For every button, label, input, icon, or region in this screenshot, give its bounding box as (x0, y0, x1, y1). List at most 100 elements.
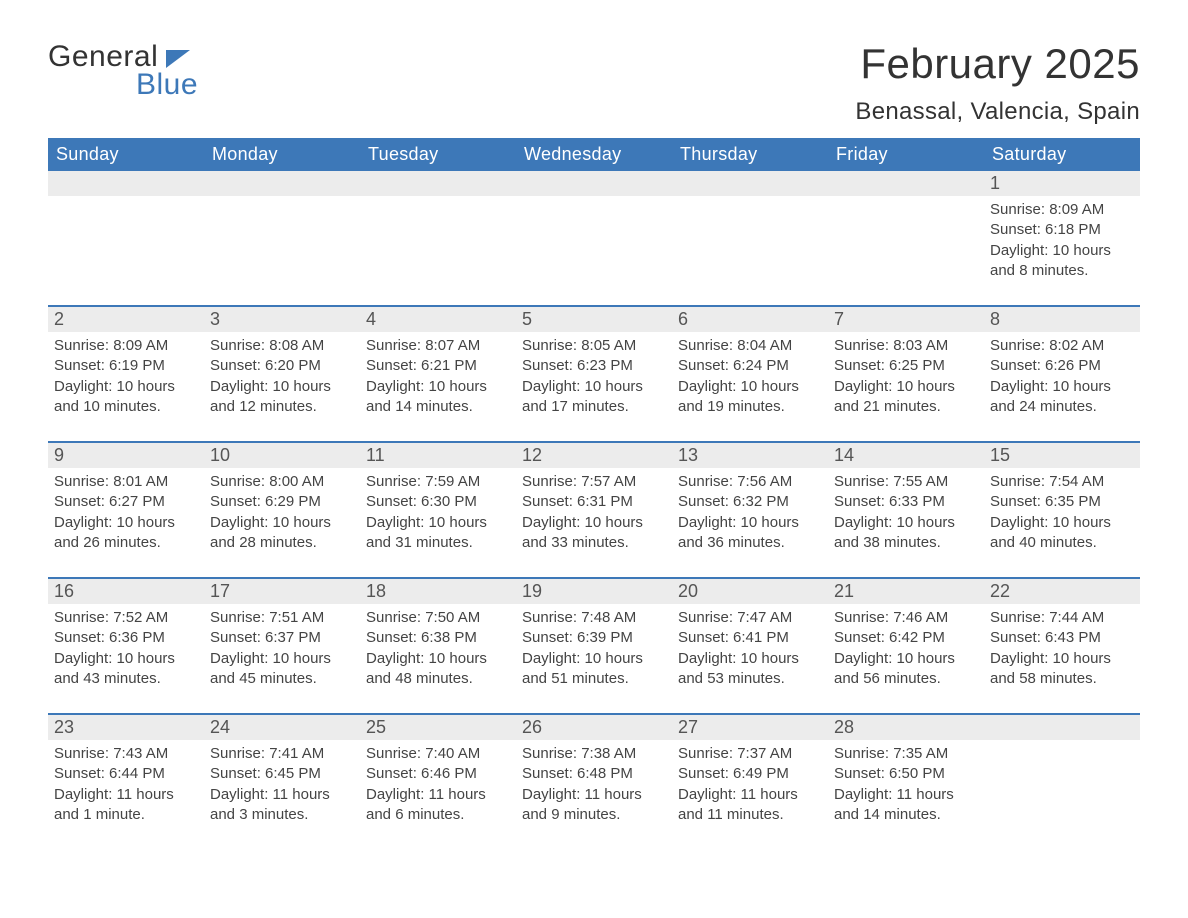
daynum-cell: 22 (984, 578, 1140, 604)
sunrise-text: Sunrise: 8:02 AM (990, 336, 1134, 356)
day2-text: and 38 minutes. (834, 533, 978, 553)
dow-thu: Thursday (672, 138, 828, 171)
week-4-detail-row: Sunrise: 7:43 AMSunset: 6:44 PMDaylight:… (48, 740, 1140, 849)
header: General Blue February 2025 Benassal, Val… (48, 40, 1140, 126)
dow-sun: Sunday (48, 138, 204, 171)
day2-text: and 53 minutes. (678, 669, 822, 689)
sunset-text: Sunset: 6:21 PM (366, 356, 510, 376)
day2-text: and 12 minutes. (210, 397, 354, 417)
detail-cell: Sunrise: 8:08 AMSunset: 6:20 PMDaylight:… (204, 332, 360, 442)
logo-triangle-icon (166, 50, 190, 68)
day2-text: and 3 minutes. (210, 805, 354, 825)
sunset-text: Sunset: 6:39 PM (522, 628, 666, 648)
day2-text: and 1 minute. (54, 805, 198, 825)
sunrise-text: Sunrise: 7:56 AM (678, 472, 822, 492)
location: Benassal, Valencia, Spain (855, 98, 1140, 126)
week-0-detail-row: Sunrise: 8:09 AMSunset: 6:18 PMDaylight:… (48, 196, 1140, 306)
day1-text: Daylight: 10 hours (210, 513, 354, 533)
sunset-text: Sunset: 6:38 PM (366, 628, 510, 648)
week-3-detail-row: Sunrise: 7:52 AMSunset: 6:36 PMDaylight:… (48, 604, 1140, 714)
day2-text: and 10 minutes. (54, 397, 198, 417)
day1-text: Daylight: 10 hours (54, 513, 198, 533)
daynum-cell: 12 (516, 442, 672, 468)
sunrise-text: Sunrise: 7:46 AM (834, 608, 978, 628)
calendar-body: 1Sunrise: 8:09 AMSunset: 6:18 PMDaylight… (48, 171, 1140, 849)
day1-text: Daylight: 10 hours (54, 649, 198, 669)
detail-cell: Sunrise: 7:59 AMSunset: 6:30 PMDaylight:… (360, 468, 516, 578)
title-block: February 2025 Benassal, Valencia, Spain (855, 40, 1140, 126)
sunrise-text: Sunrise: 7:57 AM (522, 472, 666, 492)
day1-text: Daylight: 10 hours (366, 377, 510, 397)
daynum-cell (48, 171, 204, 196)
day2-text: and 28 minutes. (210, 533, 354, 553)
day1-text: Daylight: 10 hours (678, 513, 822, 533)
sunset-text: Sunset: 6:50 PM (834, 764, 978, 784)
sunset-text: Sunset: 6:29 PM (210, 492, 354, 512)
sunrise-text: Sunrise: 7:44 AM (990, 608, 1134, 628)
sunrise-text: Sunrise: 7:40 AM (366, 744, 510, 764)
detail-cell: Sunrise: 7:41 AMSunset: 6:45 PMDaylight:… (204, 740, 360, 849)
sunrise-text: Sunrise: 7:43 AM (54, 744, 198, 764)
day1-text: Daylight: 10 hours (990, 241, 1134, 261)
day2-text: and 33 minutes. (522, 533, 666, 553)
sunset-text: Sunset: 6:19 PM (54, 356, 198, 376)
day2-text: and 8 minutes. (990, 261, 1134, 281)
sunrise-text: Sunrise: 7:50 AM (366, 608, 510, 628)
sunset-text: Sunset: 6:23 PM (522, 356, 666, 376)
dow-mon: Monday (204, 138, 360, 171)
daynum-cell: 6 (672, 306, 828, 332)
sunrise-text: Sunrise: 7:55 AM (834, 472, 978, 492)
detail-cell: Sunrise: 7:55 AMSunset: 6:33 PMDaylight:… (828, 468, 984, 578)
day2-text: and 43 minutes. (54, 669, 198, 689)
daynum-cell: 26 (516, 714, 672, 740)
day1-text: Daylight: 11 hours (522, 785, 666, 805)
sunset-text: Sunset: 6:32 PM (678, 492, 822, 512)
day2-text: and 40 minutes. (990, 533, 1134, 553)
sunset-text: Sunset: 6:20 PM (210, 356, 354, 376)
daynum-cell (204, 171, 360, 196)
day1-text: Daylight: 11 hours (54, 785, 198, 805)
detail-cell: Sunrise: 8:04 AMSunset: 6:24 PMDaylight:… (672, 332, 828, 442)
daynum-cell (672, 171, 828, 196)
sunset-text: Sunset: 6:49 PM (678, 764, 822, 784)
sunrise-text: Sunrise: 8:04 AM (678, 336, 822, 356)
sunrise-text: Sunrise: 8:03 AM (834, 336, 978, 356)
sunset-text: Sunset: 6:24 PM (678, 356, 822, 376)
sunrise-text: Sunrise: 7:37 AM (678, 744, 822, 764)
daynum-cell (360, 171, 516, 196)
daynum-cell: 17 (204, 578, 360, 604)
day1-text: Daylight: 10 hours (834, 513, 978, 533)
day1-text: Daylight: 10 hours (366, 649, 510, 669)
day1-text: Daylight: 10 hours (678, 649, 822, 669)
detail-cell: Sunrise: 7:52 AMSunset: 6:36 PMDaylight:… (48, 604, 204, 714)
detail-cell: Sunrise: 7:56 AMSunset: 6:32 PMDaylight:… (672, 468, 828, 578)
sunset-text: Sunset: 6:27 PM (54, 492, 198, 512)
daynum-cell: 15 (984, 442, 1140, 468)
daynum-cell: 10 (204, 442, 360, 468)
day1-text: Daylight: 10 hours (990, 649, 1134, 669)
month-year: February 2025 (855, 40, 1140, 88)
day1-text: Daylight: 11 hours (834, 785, 978, 805)
daynum-cell: 11 (360, 442, 516, 468)
day1-text: Daylight: 11 hours (366, 785, 510, 805)
week-4-daynum-row: 232425262728 (48, 714, 1140, 740)
daynum-cell: 1 (984, 171, 1140, 196)
sunset-text: Sunset: 6:26 PM (990, 356, 1134, 376)
day1-text: Daylight: 11 hours (678, 785, 822, 805)
day2-text: and 31 minutes. (366, 533, 510, 553)
sunset-text: Sunset: 6:41 PM (678, 628, 822, 648)
daynum-cell: 23 (48, 714, 204, 740)
detail-cell: Sunrise: 7:35 AMSunset: 6:50 PMDaylight:… (828, 740, 984, 849)
sunrise-text: Sunrise: 7:35 AM (834, 744, 978, 764)
detail-cell: Sunrise: 7:43 AMSunset: 6:44 PMDaylight:… (48, 740, 204, 849)
day2-text: and 36 minutes. (678, 533, 822, 553)
daynum-cell (828, 171, 984, 196)
daynum-cell: 9 (48, 442, 204, 468)
daynum-cell: 20 (672, 578, 828, 604)
day2-text: and 24 minutes. (990, 397, 1134, 417)
day1-text: Daylight: 10 hours (210, 377, 354, 397)
day2-text: and 9 minutes. (522, 805, 666, 825)
detail-cell: Sunrise: 7:48 AMSunset: 6:39 PMDaylight:… (516, 604, 672, 714)
detail-cell (360, 196, 516, 306)
detail-cell: Sunrise: 7:50 AMSunset: 6:38 PMDaylight:… (360, 604, 516, 714)
